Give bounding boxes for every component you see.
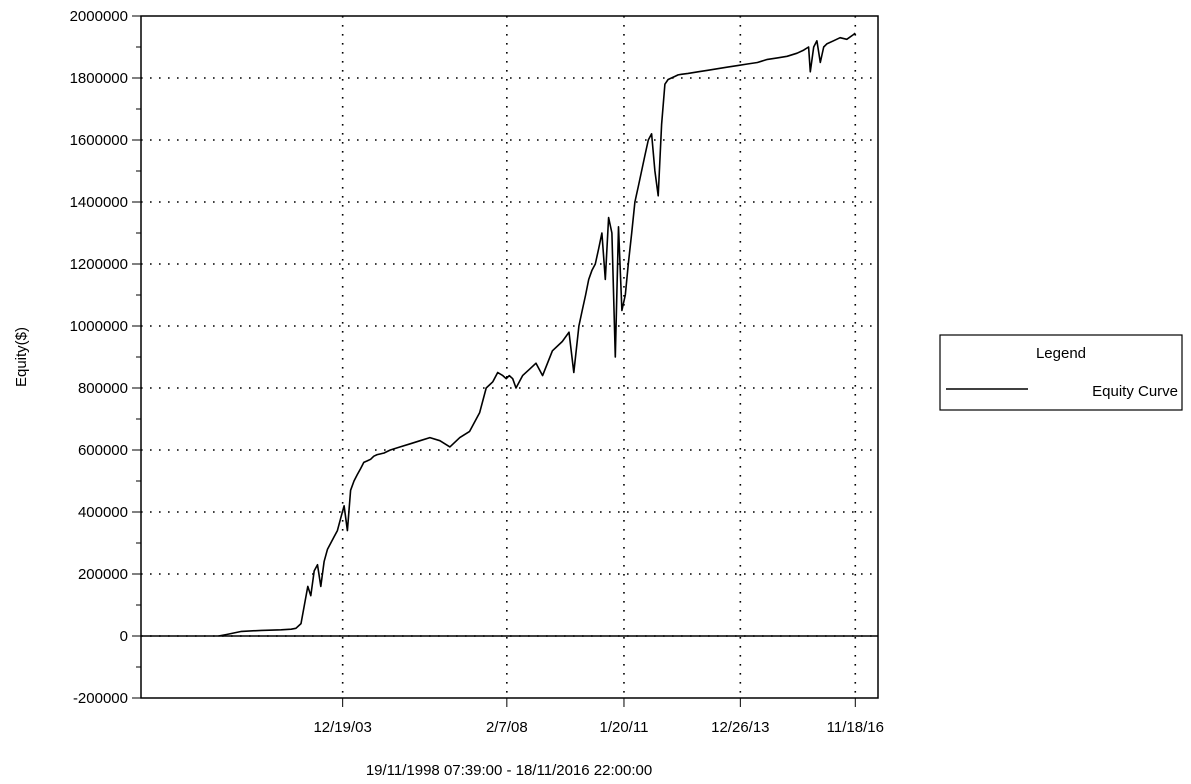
legend: Legend Equity Curve	[939, 334, 1183, 411]
equity-curve-line	[218, 32, 856, 637]
y-tick-label: 800000	[78, 380, 128, 397]
y-tick-label: 1600000	[70, 132, 128, 149]
x-tick-label: 2/7/08	[486, 719, 528, 736]
grid-lines	[141, 16, 878, 698]
x-tick-label: 11/18/16	[827, 719, 884, 736]
y-axis: -200000 0 200000 400000 600000 800000 1000000 1…	[70, 8, 141, 707]
y-tick-label: 0	[120, 628, 128, 645]
x-tick-label: 12/26/13	[711, 719, 769, 736]
y-tick-label: 200000	[78, 566, 128, 583]
y-tick-label: 1000000	[70, 318, 128, 335]
y-tick-label: 2000000	[70, 8, 128, 25]
y-axis-title: Equity($)	[13, 327, 30, 387]
x-axis-title: 19/11/1998 07:39:00 - 18/11/2016 22:00:0…	[366, 762, 652, 779]
y-tick-label: 1400000	[70, 194, 128, 211]
plot-area	[140, 15, 879, 699]
y-tick-label: 400000	[78, 504, 128, 521]
y-tick-label: 1200000	[70, 256, 128, 273]
y-tick-label: 600000	[78, 442, 128, 459]
x-axis: 12/19/03 2/7/08 1/20/11 12/26/13 11/18/16	[313, 698, 884, 736]
legend-entry-equity-curve: Equity Curve	[1092, 383, 1178, 400]
legend-box	[939, 334, 1183, 411]
y-tick-label: 1800000	[70, 70, 128, 87]
x-tick-label: 1/20/11	[599, 719, 648, 736]
legend-title: Legend	[1036, 345, 1086, 362]
x-tick-label: 12/19/03	[313, 719, 371, 736]
y-tick-label: -200000	[73, 690, 128, 707]
